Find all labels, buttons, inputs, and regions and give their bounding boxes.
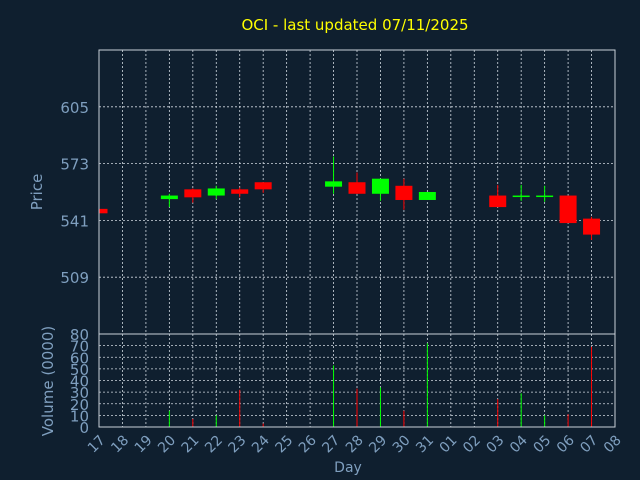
day-tick-label: 25	[272, 432, 296, 456]
day-axis-label: Day	[334, 460, 362, 476]
volume-tick-label: 50	[70, 361, 89, 379]
price-tick-label: 509	[60, 269, 89, 287]
day-tick-label: 08	[601, 432, 625, 456]
day-tick-label: 23	[226, 432, 250, 456]
day-tick-label: 28	[343, 432, 367, 456]
candle-body	[536, 195, 554, 198]
candle-body	[207, 188, 225, 196]
price-tick-label: 573	[60, 156, 89, 174]
day-tick-label: 22	[202, 432, 226, 456]
chart-title: OCI - last updated 07/11/2025	[241, 16, 468, 34]
price-axis-ticks: 605 573 541 509	[60, 99, 89, 287]
volume-panel-frame	[98, 333, 616, 428]
candle-body	[254, 182, 272, 190]
candle-body	[512, 195, 530, 198]
candle-body	[371, 178, 389, 194]
candle-body	[395, 185, 413, 200]
day-tick-label: 05	[530, 432, 554, 456]
volume-tick-label: 70	[70, 338, 89, 356]
candle-body	[99, 208, 108, 214]
price-gridlines	[99, 50, 615, 334]
volume-tick-label: 10	[70, 407, 89, 425]
candlesticks	[98, 156, 601, 240]
volume-tick-label: 0	[79, 419, 89, 437]
day-tick-label: 01	[437, 432, 461, 456]
day-axis-ticks: 17 18 19 20 21 22 23 24 25 26 27 28 29 30 31 01 02 03 04 05…	[85, 432, 625, 456]
candle-body	[348, 182, 366, 194]
day-tick-label: 29	[366, 432, 390, 456]
day-tick-label: 27	[319, 432, 343, 456]
day-tick-label: 21	[179, 432, 203, 456]
price-tick-label: 541	[60, 212, 89, 230]
day-tick-label: 07	[577, 432, 601, 456]
candle-body	[583, 218, 601, 235]
day-tick-label: 03	[484, 432, 508, 456]
volume-axis-label: Volume (0000)	[39, 326, 57, 436]
volume-tick-label: 40	[70, 373, 89, 391]
day-tick-label: 19	[132, 432, 156, 456]
day-tick-label: 04	[507, 432, 531, 456]
candle-body	[231, 189, 249, 194]
volume-bars	[168, 343, 593, 427]
day-tick-label: 30	[390, 432, 414, 456]
day-tick-label: 18	[108, 432, 132, 456]
volume-tick-label: 80	[70, 326, 89, 344]
candle-body	[418, 192, 436, 200]
day-tick-label: 06	[554, 432, 578, 456]
volume-tick-label: 60	[70, 349, 89, 367]
day-tick-label: 24	[249, 432, 273, 456]
candle-body	[184, 189, 202, 198]
day-tick-label: 26	[296, 432, 320, 456]
volume-tick-label: 20	[70, 396, 89, 414]
day-tick-label: 02	[460, 432, 484, 456]
volume-tick-label: 30	[70, 384, 89, 402]
price-tick-label: 605	[60, 99, 89, 117]
candle-body	[325, 181, 343, 187]
candle-body	[559, 195, 577, 224]
candle-body	[160, 195, 178, 200]
candle-body	[489, 195, 507, 208]
price-axis-label: Price	[28, 174, 46, 211]
day-tick-label: 31	[413, 432, 437, 456]
day-tick-label: 20	[155, 432, 179, 456]
